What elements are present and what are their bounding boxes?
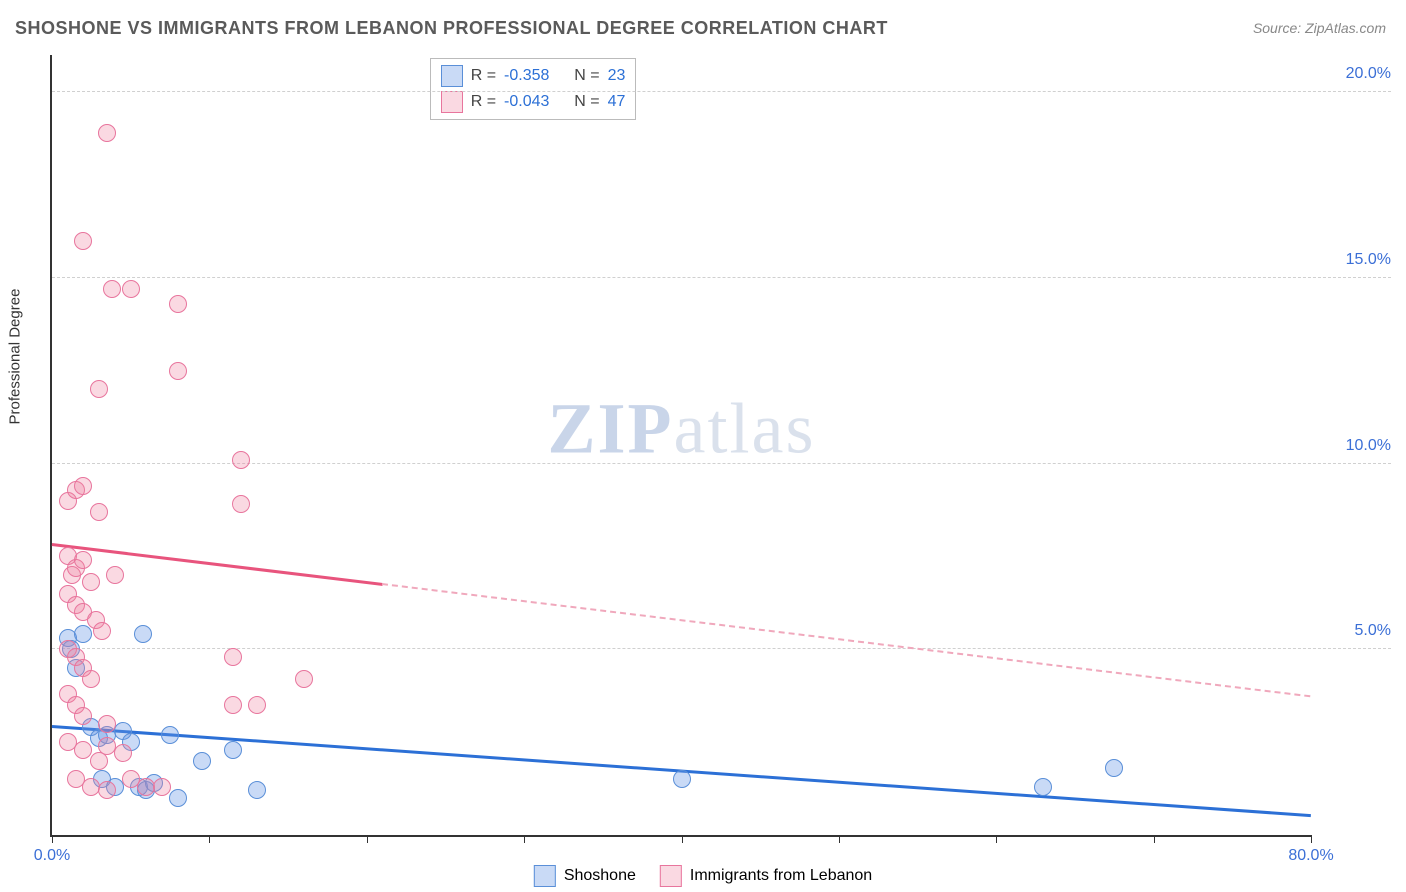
data-point (169, 789, 187, 807)
data-point (1034, 778, 1052, 796)
data-point (673, 770, 691, 788)
legend-item-lebanon: Immigrants from Lebanon (660, 865, 872, 887)
chart-title: SHOSHONE VS IMMIGRANTS FROM LEBANON PROF… (15, 18, 888, 39)
data-point (98, 715, 116, 733)
x-tick (209, 835, 210, 843)
y-tick-label: 15.0% (1321, 251, 1391, 269)
watermark: ZIPatlas (548, 388, 816, 471)
data-point (82, 573, 100, 591)
data-point (90, 503, 108, 521)
x-tick (52, 835, 53, 843)
r-value: -0.043 (504, 93, 549, 111)
x-tick (524, 835, 525, 843)
swatch-pink (660, 865, 682, 887)
data-point (114, 744, 132, 762)
n-value: 23 (608, 67, 626, 85)
legend-row-lebanon: R = -0.043 N = 47 (441, 89, 626, 115)
data-point (224, 741, 242, 759)
trend-line-dashed (382, 583, 1311, 697)
data-point (122, 280, 140, 298)
x-tick-label: 80.0% (1288, 847, 1333, 865)
r-label: R = (471, 93, 496, 111)
legend-row-shoshone: R = -0.358 N = 23 (441, 63, 626, 89)
legend-label: Immigrants from Lebanon (690, 867, 872, 885)
data-point (161, 726, 179, 744)
legend-label: Shoshone (564, 867, 636, 885)
grid-line (52, 463, 1391, 464)
data-point (224, 696, 242, 714)
correlation-legend: R = -0.358 N = 23 R = -0.043 N = 47 (430, 58, 637, 120)
data-point (169, 362, 187, 380)
data-point (74, 232, 92, 250)
n-value: 47 (608, 93, 626, 111)
swatch-blue (441, 65, 463, 87)
data-point (153, 778, 171, 796)
y-tick-label: 5.0% (1321, 622, 1391, 640)
chart-container: SHOSHONE VS IMMIGRANTS FROM LEBANON PROF… (0, 0, 1406, 892)
grid-line (52, 277, 1391, 278)
n-label: N = (574, 93, 599, 111)
watermark-atlas: atlas (674, 389, 816, 469)
swatch-pink (441, 91, 463, 113)
data-point (98, 124, 116, 142)
grid-line (52, 91, 1391, 92)
series-legend: Shoshone Immigrants from Lebanon (534, 865, 872, 887)
x-tick (996, 835, 997, 843)
data-point (248, 696, 266, 714)
r-value: -0.358 (504, 67, 549, 85)
data-point (74, 707, 92, 725)
x-tick-label: 0.0% (34, 847, 70, 865)
data-point (82, 670, 100, 688)
data-point (1105, 759, 1123, 777)
swatch-blue (534, 865, 556, 887)
data-point (232, 451, 250, 469)
x-tick (839, 835, 840, 843)
data-point (134, 625, 152, 643)
source-attribution: Source: ZipAtlas.com (1253, 20, 1386, 36)
plot-area: ZIPatlas R = -0.358 N = 23 R = -0.043 N … (50, 55, 1311, 837)
data-point (248, 781, 266, 799)
watermark-zip: ZIP (548, 389, 674, 469)
data-point (106, 566, 124, 584)
r-label: R = (471, 67, 496, 85)
data-point (169, 295, 187, 313)
legend-item-shoshone: Shoshone (534, 865, 636, 887)
data-point (103, 280, 121, 298)
data-point (74, 477, 92, 495)
data-point (74, 551, 92, 569)
data-point (93, 622, 111, 640)
x-tick (1154, 835, 1155, 843)
x-tick (682, 835, 683, 843)
x-tick (367, 835, 368, 843)
y-tick-label: 10.0% (1321, 437, 1391, 455)
data-point (90, 380, 108, 398)
y-tick-label: 20.0% (1321, 65, 1391, 83)
data-point (295, 670, 313, 688)
data-point (98, 781, 116, 799)
data-point (74, 741, 92, 759)
grid-line (52, 648, 1391, 649)
data-point (74, 625, 92, 643)
data-point (232, 495, 250, 513)
trend-line (52, 543, 383, 585)
data-point (224, 648, 242, 666)
x-tick (1311, 835, 1312, 843)
n-label: N = (574, 67, 599, 85)
data-point (193, 752, 211, 770)
y-axis-label: Professional Degree (7, 289, 24, 425)
